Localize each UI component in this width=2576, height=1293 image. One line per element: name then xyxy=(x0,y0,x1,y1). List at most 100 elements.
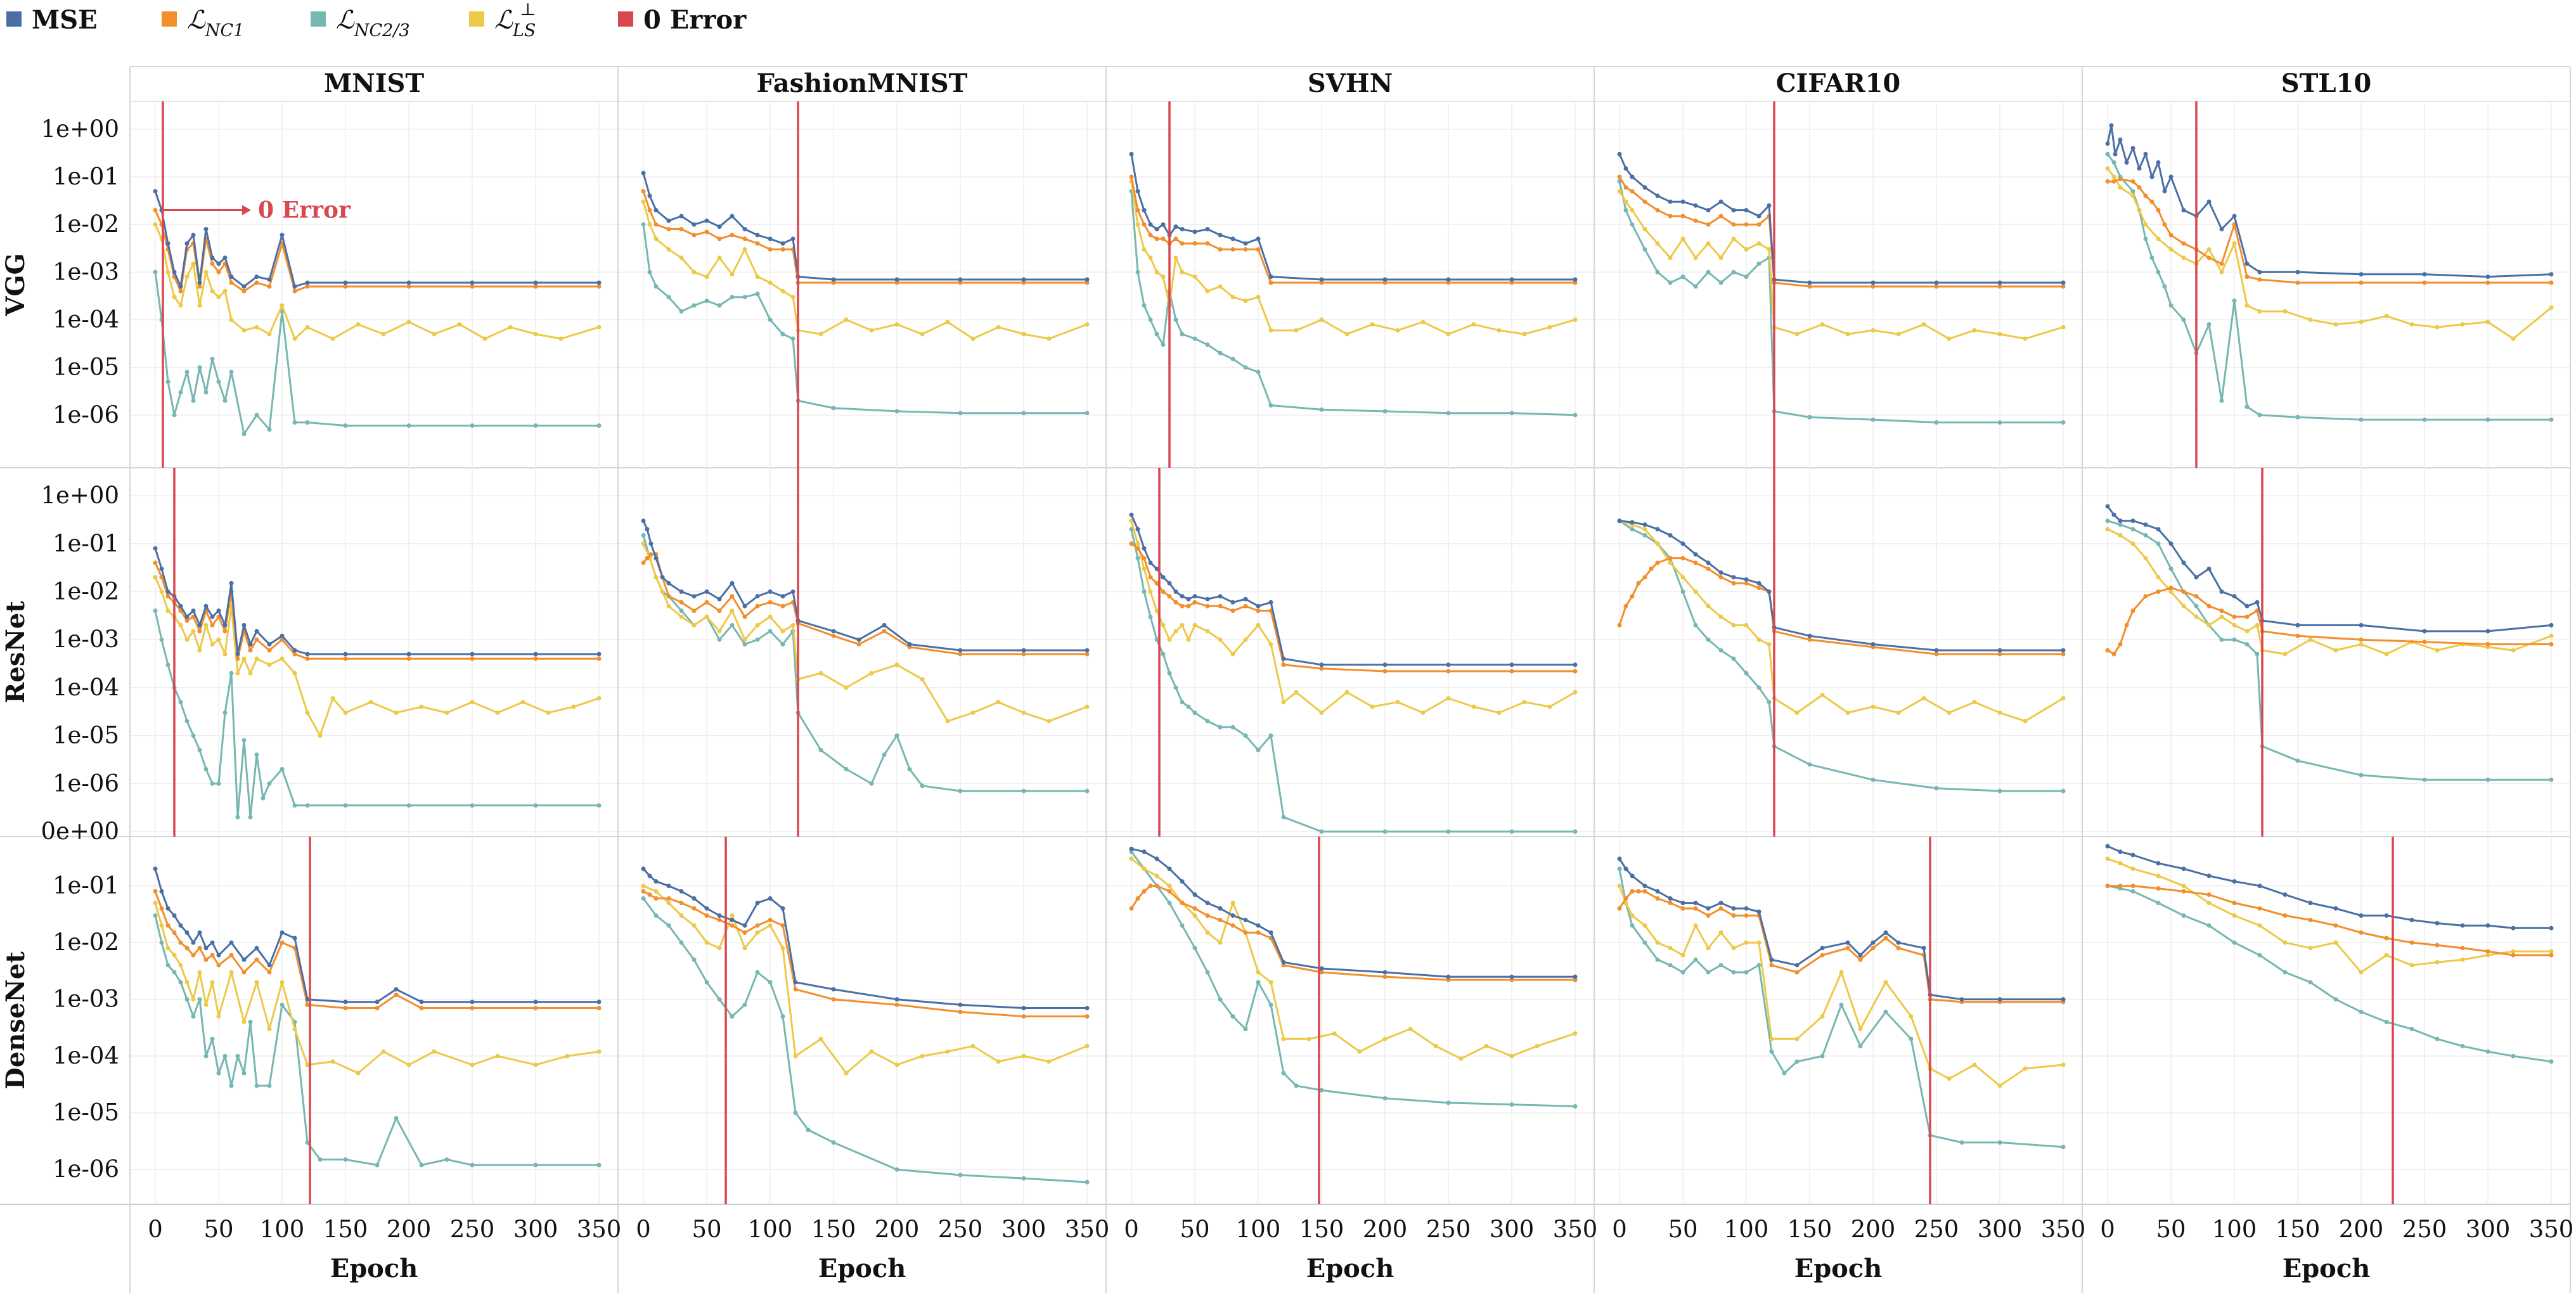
series-line-l-ls-perp xyxy=(1618,190,2064,340)
series-point-l-nc1 xyxy=(666,594,671,599)
series-point-l-nc1 xyxy=(1680,214,1685,219)
series-point-mse xyxy=(165,906,171,911)
y-tick-label: 1e-06 xyxy=(53,1155,119,1183)
x-tick-label: 300 xyxy=(1490,1216,1535,1243)
series-point-mse xyxy=(1871,280,1876,285)
series-point-l-ls-perp xyxy=(2485,953,2490,958)
x-tick-label: 250 xyxy=(450,1216,495,1243)
series-point-l-nc2-3 xyxy=(197,997,202,1002)
series-point-mse xyxy=(292,648,297,653)
series-point-l-ls-perp xyxy=(432,331,437,337)
series-point-mse xyxy=(254,274,259,280)
series-point-l-ls-perp xyxy=(2308,946,2313,951)
series-point-l-nc2-3 xyxy=(704,299,709,304)
series-line-mse xyxy=(2106,505,2552,633)
series-point-l-ls-perp xyxy=(2105,166,2110,171)
series-point-l-nc1 xyxy=(375,1006,380,1010)
series-point-l-ls-perp xyxy=(755,622,760,627)
series-point-l-nc1 xyxy=(210,953,215,958)
series-point-l-nc2-3 xyxy=(1573,413,1578,418)
series-point-l-nc1 xyxy=(704,913,709,918)
series-point-mse xyxy=(2485,274,2490,280)
series-point-l-ls-perp xyxy=(203,1002,209,1007)
series-point-l-nc1 xyxy=(2105,179,2110,184)
series-point-l-nc1 xyxy=(882,629,887,634)
series-point-l-ls-perp xyxy=(1046,1059,1052,1064)
series-point-l-nc1 xyxy=(1218,918,1223,922)
series-point-l-ls-perp xyxy=(2257,309,2262,314)
series-point-l-ls-perp xyxy=(1573,318,1578,322)
series-point-mse xyxy=(191,233,196,238)
series-point-mse xyxy=(742,603,747,608)
series-point-l-nc2-3 xyxy=(229,1083,234,1088)
series-point-l-nc2-3 xyxy=(2206,923,2212,928)
series-point-l-nc1 xyxy=(165,923,171,928)
series-point-mse xyxy=(1617,856,1622,861)
series-point-l-ls-perp xyxy=(1972,1062,1977,1067)
series-point-l-nc1 xyxy=(730,233,735,238)
series-point-l-nc1 xyxy=(1167,594,1172,599)
series-point-l-nc1 xyxy=(742,930,747,935)
series-point-l-nc2-3 xyxy=(2333,997,2338,1002)
series-point-l-ls-perp xyxy=(679,913,684,918)
x-tick-label: 50 xyxy=(2156,1216,2186,1243)
series-point-l-ls-perp xyxy=(742,946,747,951)
series-point-l-nc2-3 xyxy=(1135,556,1140,561)
series-point-l-nc2-3 xyxy=(641,533,646,537)
series-point-l-nc1 xyxy=(1858,957,1863,962)
series-point-l-nc2-3 xyxy=(2232,940,2237,945)
series-point-l-ls-perp xyxy=(818,671,823,676)
series-point-mse xyxy=(1997,648,2002,653)
series-point-l-nc2-3 xyxy=(191,1014,196,1019)
series-point-l-nc2-3 xyxy=(1807,415,1812,420)
series-point-mse xyxy=(2549,272,2554,277)
series-point-l-nc2-3 xyxy=(2219,398,2224,403)
series-point-l-ls-perp xyxy=(1332,1031,1337,1036)
series-point-l-ls-perp xyxy=(818,331,823,337)
series-point-mse xyxy=(254,629,259,634)
series-point-l-ls-perp xyxy=(1921,696,1926,701)
series-point-mse xyxy=(406,280,411,285)
series-point-l-ls-perp xyxy=(1871,704,1876,709)
series-point-l-nc2-3 xyxy=(958,1173,963,1178)
series-point-l-nc1 xyxy=(305,656,310,661)
series-point-l-nc1 xyxy=(1693,906,1698,911)
series-point-l-ls-perp xyxy=(1820,322,1825,327)
legend-swatch-mse xyxy=(6,11,22,27)
series-point-l-nc1 xyxy=(203,957,209,962)
series-point-l-ls-perp xyxy=(1142,866,1147,872)
x-tick-label: 250 xyxy=(1426,1216,1471,1243)
series-point-mse xyxy=(647,873,652,878)
series-point-l-nc2-3 xyxy=(172,413,177,418)
series-point-l-nc2-3 xyxy=(1205,970,1210,975)
series-line-l-nc1 xyxy=(2108,178,2551,284)
series-point-mse xyxy=(1680,541,1685,546)
series-point-l-ls-perp xyxy=(755,930,760,935)
series-point-l-nc2-3 xyxy=(704,980,709,985)
series-point-mse xyxy=(178,923,183,928)
series-point-l-ls-perp xyxy=(1744,247,1749,252)
series-point-l-nc1 xyxy=(1706,222,1711,227)
series-point-l-nc1 xyxy=(191,953,196,958)
series-point-l-nc1 xyxy=(1731,913,1736,918)
series-point-l-ls-perp xyxy=(654,889,659,894)
series-point-l-ls-perp xyxy=(242,1019,247,1024)
series-point-l-ls-perp xyxy=(1370,704,1375,709)
series-point-l-nc2-3 xyxy=(318,1157,323,1162)
series-point-l-ls-perp xyxy=(191,261,196,266)
series-point-mse xyxy=(742,227,747,231)
series-point-mse xyxy=(1706,560,1711,565)
series-point-mse xyxy=(1173,224,1178,229)
series-point-mse xyxy=(1205,596,1210,601)
series-line-l-nc2-3 xyxy=(642,224,1087,415)
series-point-l-nc2-3 xyxy=(1820,1053,1825,1058)
series-point-l-nc1 xyxy=(1756,586,1761,590)
series-point-l-ls-perp xyxy=(2244,629,2250,634)
series-point-l-nc2-3 xyxy=(755,637,760,642)
series-point-l-nc1 xyxy=(1135,896,1140,901)
series-line-l-nc2-3 xyxy=(154,272,599,435)
series-point-l-ls-perp xyxy=(1129,856,1134,861)
series-point-mse xyxy=(2181,560,2186,565)
x-axis-title: Epoch xyxy=(1306,1254,1394,1283)
series-point-l-nc2-3 xyxy=(242,432,247,437)
